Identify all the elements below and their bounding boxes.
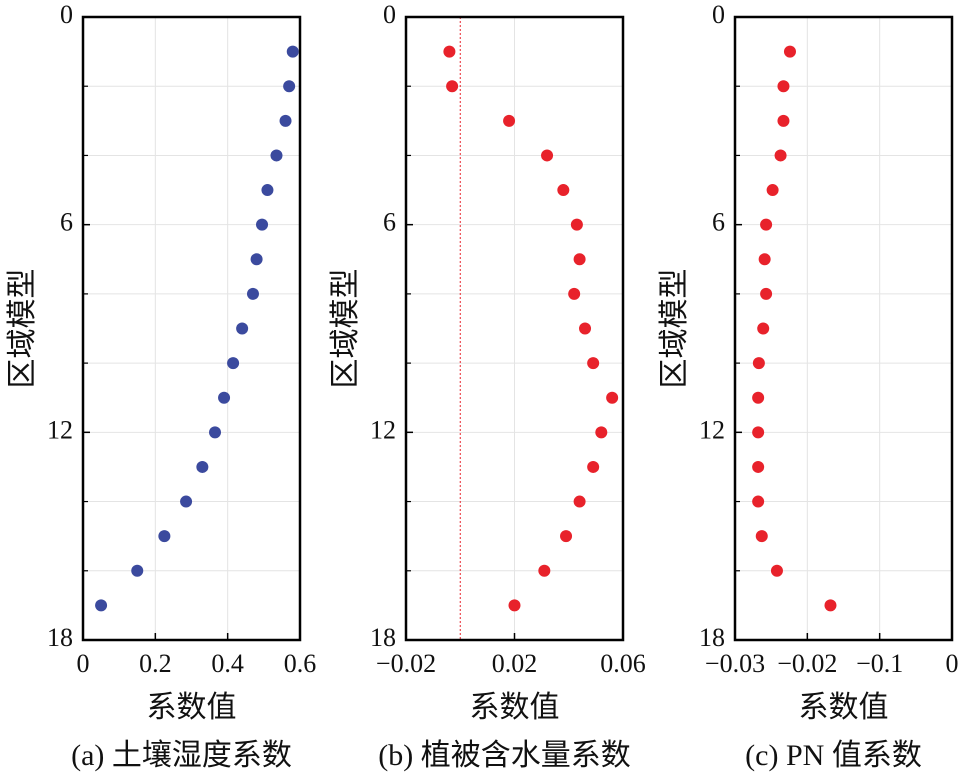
- point: [218, 391, 231, 404]
- x-tick-label: 0.06: [600, 649, 646, 678]
- x-tick-label: 0: [77, 649, 90, 678]
- x-tick-label: −0.03: [705, 649, 765, 678]
- y-tick-label: 0: [60, 0, 73, 29]
- y-axis-label: 区域模型: [658, 269, 691, 389]
- x-axis-label: 系数值: [470, 691, 560, 724]
- point: [752, 426, 765, 439]
- point: [752, 391, 765, 404]
- point: [755, 530, 768, 543]
- y-tick-label: 12: [699, 415, 725, 444]
- panel-caption: (c) PN 值系数: [745, 739, 922, 772]
- point: [752, 357, 765, 370]
- point: [824, 599, 837, 612]
- point: [777, 80, 790, 93]
- point: [766, 184, 779, 197]
- point: [270, 149, 283, 162]
- y-tick-label: 6: [383, 208, 396, 237]
- y-tick-label: 18: [699, 623, 725, 652]
- point: [538, 564, 551, 577]
- point: [446, 80, 459, 93]
- y-tick-label: 12: [370, 415, 396, 444]
- point: [595, 426, 608, 439]
- point: [158, 530, 171, 543]
- point: [760, 287, 773, 300]
- point: [587, 357, 600, 370]
- x-tick-label: −0.1: [856, 649, 903, 678]
- point: [286, 45, 299, 58]
- point: [760, 218, 773, 231]
- point: [568, 287, 581, 300]
- point: [180, 495, 193, 508]
- y-tick-label: 6: [60, 208, 73, 237]
- y-tick-label: 18: [47, 623, 73, 652]
- point: [573, 253, 586, 266]
- x-tick-label: −0.02: [376, 649, 436, 678]
- point: [256, 218, 269, 231]
- plot-frame: [81, 15, 302, 642]
- y-tick-label: 12: [47, 415, 73, 444]
- y-axis-label: 区域模型: [329, 269, 362, 389]
- point: [196, 460, 209, 473]
- point: [606, 391, 619, 404]
- point: [236, 322, 249, 335]
- point: [774, 149, 787, 162]
- point: [758, 253, 771, 266]
- y-tick-label: 0: [383, 0, 396, 29]
- x-axis-label: 系数值: [799, 691, 889, 724]
- y-tick-label: 18: [370, 623, 396, 652]
- point: [209, 426, 222, 439]
- point: [279, 114, 292, 127]
- point: [587, 460, 600, 473]
- point: [570, 218, 583, 231]
- point: [261, 184, 274, 197]
- x-tick-label: 0.6: [284, 649, 317, 678]
- y-axis-label: 区域模型: [6, 269, 39, 389]
- point: [227, 357, 240, 370]
- point: [777, 114, 790, 127]
- y-tick-label: 6: [712, 208, 725, 237]
- point: [131, 564, 144, 577]
- point: [250, 253, 263, 266]
- y-tick-label: 0: [712, 0, 725, 29]
- x-tick-label: 0.2: [139, 649, 172, 678]
- point: [283, 80, 296, 93]
- point: [752, 460, 765, 473]
- x-axis-label: 系数值: [147, 691, 237, 724]
- x-tick-label: 0.02: [492, 649, 538, 678]
- point: [95, 599, 108, 612]
- plot-frame: [733, 15, 954, 642]
- point: [541, 149, 554, 162]
- point: [752, 495, 765, 508]
- point: [770, 564, 783, 577]
- point: [503, 114, 516, 127]
- panel-caption: (b) 植被含水量系数: [378, 739, 630, 772]
- panel-caption: (a) 土壤湿度系数: [71, 739, 292, 772]
- point: [573, 495, 586, 508]
- point: [443, 45, 456, 58]
- x-tick-label: 0.4: [211, 649, 244, 678]
- x-tick-label: −0.02: [777, 649, 837, 678]
- point: [579, 322, 592, 335]
- point: [560, 530, 573, 543]
- plot-frame: [404, 15, 625, 642]
- point: [557, 184, 570, 197]
- point: [757, 322, 770, 335]
- point: [783, 45, 796, 58]
- x-tick-label: 0: [946, 649, 959, 678]
- point: [508, 599, 521, 612]
- point: [246, 287, 259, 300]
